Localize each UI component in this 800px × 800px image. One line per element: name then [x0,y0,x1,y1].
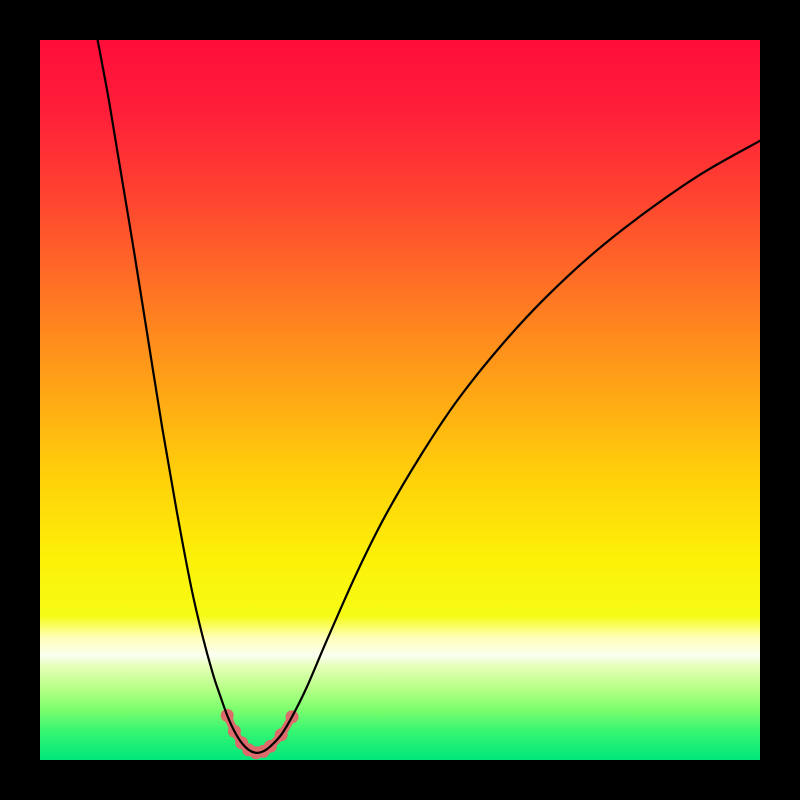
plot-background-gradient [40,40,760,760]
figure-root: TheBottleneck.com [0,0,800,800]
bottleneck-chart-svg [0,0,800,800]
